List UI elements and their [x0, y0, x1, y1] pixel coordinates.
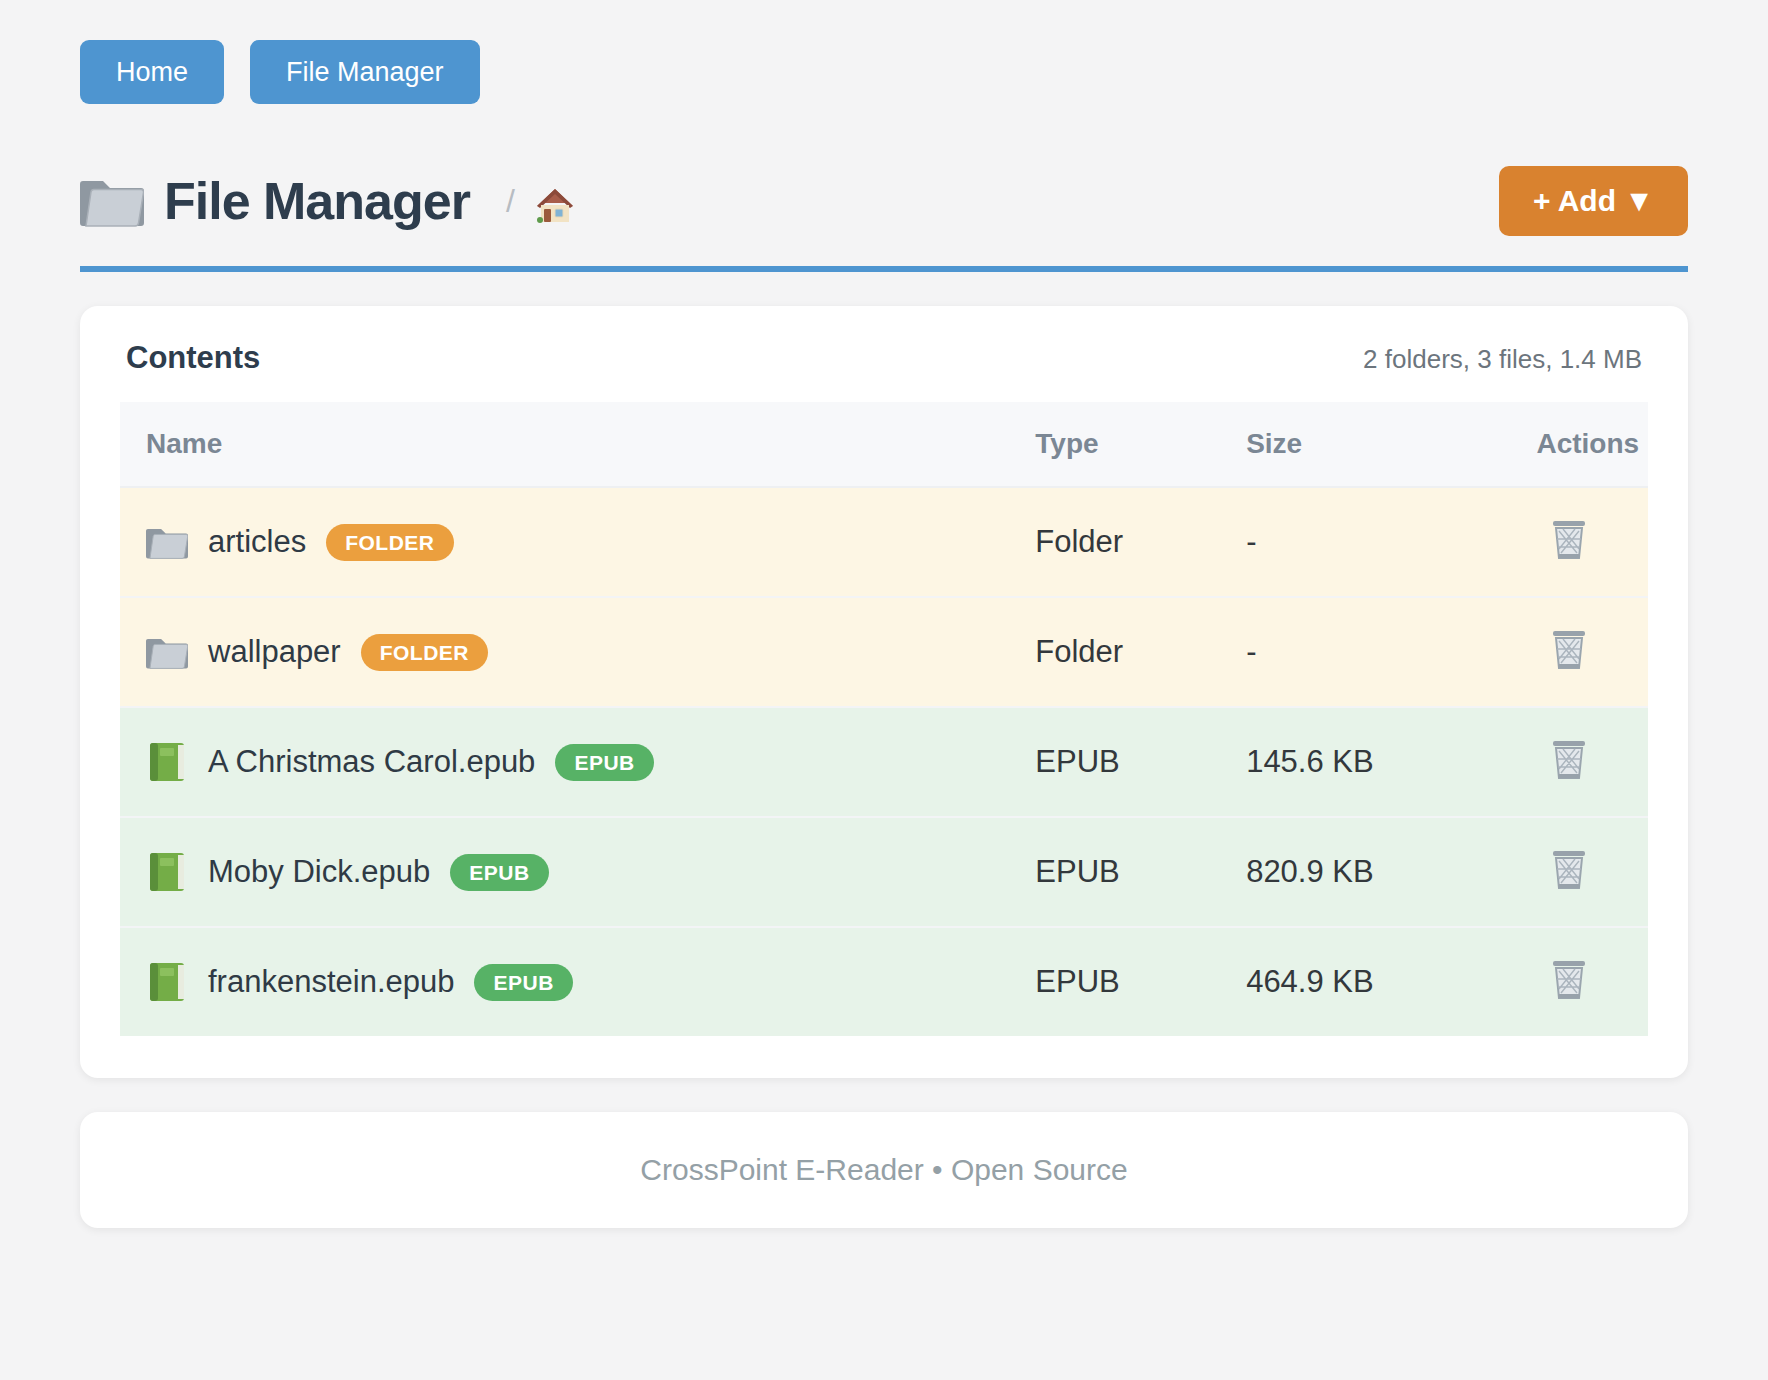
trash-icon — [1550, 519, 1588, 561]
book-icon — [146, 962, 188, 1002]
column-header-type: Type — [1009, 428, 1220, 460]
delete-button[interactable] — [1550, 519, 1588, 561]
table-row-wallpaper: wallpaper FOLDER Folder - — [120, 598, 1648, 708]
footer-text: CrossPoint E-Reader • Open Source — [640, 1153, 1127, 1187]
page-title: File Manager — [164, 171, 470, 231]
folder-icon — [146, 632, 188, 672]
item-size: 464.9 KB — [1220, 964, 1510, 1000]
header-divider — [80, 266, 1688, 272]
top-nav: Home File Manager — [80, 40, 1688, 104]
item-size: - — [1220, 634, 1510, 670]
folder-badge: FOLDER — [326, 524, 453, 561]
item-name[interactable]: A Christmas Carol.epub — [208, 744, 535, 780]
trash-icon — [1550, 959, 1588, 1001]
file-table: Name Type Size Actions articles FOLDER F… — [120, 402, 1648, 1036]
folder-icon — [146, 522, 188, 562]
delete-button[interactable] — [1550, 739, 1588, 781]
table-row-articles: articles FOLDER Folder - — [120, 488, 1648, 598]
breadcrumb-separator: / — [506, 183, 515, 220]
item-type: Folder — [1009, 524, 1220, 560]
item-type: Folder — [1009, 634, 1220, 670]
table-header-row: Name Type Size Actions — [120, 402, 1648, 488]
trash-icon — [1550, 739, 1588, 781]
column-header-size: Size — [1220, 428, 1510, 460]
page: Home File Manager File Manager / + Add ▼… — [80, 0, 1688, 1228]
item-name[interactable]: articles — [208, 524, 306, 560]
home-nav-button[interactable]: Home — [80, 40, 224, 104]
footer-card: CrossPoint E-Reader • Open Source — [80, 1112, 1688, 1228]
contents-summary: 2 folders, 3 files, 1.4 MB — [1363, 344, 1642, 375]
table-row-moby-dick: Moby Dick.epub EPUB EPUB 820.9 KB — [120, 818, 1648, 928]
page-header: File Manager / + Add ▼ — [80, 166, 1688, 236]
folder-icon — [80, 173, 144, 229]
delete-button[interactable] — [1550, 959, 1588, 1001]
column-header-name: Name — [120, 428, 1009, 460]
title-group: File Manager / — [80, 171, 575, 231]
epub-badge: EPUB — [450, 854, 548, 891]
book-icon — [146, 742, 188, 782]
item-type: EPUB — [1009, 854, 1220, 890]
epub-badge: EPUB — [555, 744, 653, 781]
item-name[interactable]: wallpaper — [208, 634, 341, 670]
table-row-christmas-carol: A Christmas Carol.epub EPUB EPUB 145.6 K… — [120, 708, 1648, 818]
delete-button[interactable] — [1550, 629, 1588, 671]
add-button[interactable]: + Add ▼ — [1499, 166, 1688, 236]
item-name[interactable]: frankenstein.epub — [208, 964, 454, 1000]
item-type: EPUB — [1009, 744, 1220, 780]
column-header-actions: Actions — [1510, 428, 1648, 460]
item-name[interactable]: Moby Dick.epub — [208, 854, 430, 890]
file-manager-nav-button[interactable]: File Manager — [250, 40, 480, 104]
trash-icon — [1550, 849, 1588, 891]
trash-icon — [1550, 629, 1588, 671]
home-icon[interactable] — [535, 186, 575, 224]
folder-badge: FOLDER — [361, 634, 488, 671]
epub-badge: EPUB — [474, 964, 572, 1001]
contents-card-header: Contents 2 folders, 3 files, 1.4 MB — [120, 340, 1648, 376]
item-size: - — [1220, 524, 1510, 560]
table-row-frankenstein: frankenstein.epub EPUB EPUB 464.9 KB — [120, 928, 1648, 1036]
item-size: 820.9 KB — [1220, 854, 1510, 890]
table-body: articles FOLDER Folder - wallpaper — [120, 488, 1648, 1036]
card-title: Contents — [126, 340, 260, 376]
book-icon — [146, 852, 188, 892]
delete-button[interactable] — [1550, 849, 1588, 891]
item-type: EPUB — [1009, 964, 1220, 1000]
item-size: 145.6 KB — [1220, 744, 1510, 780]
contents-card: Contents 2 folders, 3 files, 1.4 MB Name… — [80, 306, 1688, 1078]
